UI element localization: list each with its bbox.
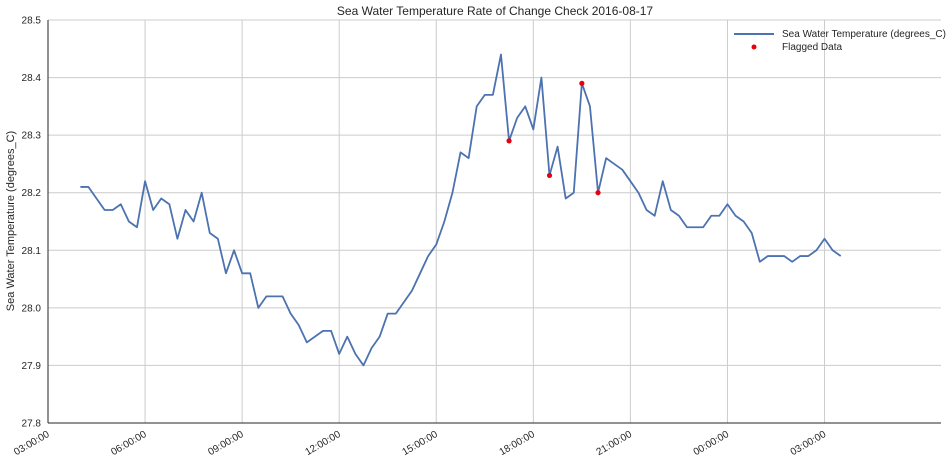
flagged-point xyxy=(546,172,553,179)
axes xyxy=(47,20,941,424)
y-tick-label: 27.9 xyxy=(22,361,42,372)
flagged-data-series xyxy=(506,80,601,196)
y-tick-label: 28.2 xyxy=(22,188,42,199)
y-tick-label: 28.5 xyxy=(22,16,42,27)
grid xyxy=(47,19,941,424)
flagged-point xyxy=(595,190,601,196)
legend-label-flagged: Flagged Data xyxy=(782,42,842,53)
x-tick-label: 06:00:00 xyxy=(109,429,149,458)
y-tick-label: 28.3 xyxy=(22,131,42,142)
flagged-point xyxy=(579,80,585,86)
legend: Sea Water Temperature (degrees_C) Flagge… xyxy=(734,29,946,53)
x-tick-label: 00:00:00 xyxy=(692,429,732,458)
x-tick-label: 21:00:00 xyxy=(595,429,635,458)
chart-title: Sea Water Temperature Rate of Change Che… xyxy=(337,4,654,18)
x-tick-label: 15:00:00 xyxy=(401,429,441,458)
flagged-point xyxy=(506,138,512,144)
y-tick-labels: 27.8 27.9 28.0 28.1 28.2 28.3 28.4 28.5 xyxy=(22,16,42,430)
x-tick-label: 12:00:00 xyxy=(303,429,343,458)
y-tick-label: 28.1 xyxy=(22,246,42,257)
temperature-line xyxy=(80,53,842,367)
x-tick-label: 18:00:00 xyxy=(498,429,538,458)
y-axis-label: Sea Water Temperature (degrees_C) xyxy=(5,131,17,311)
y-tick-label: 28.4 xyxy=(22,73,42,84)
y-tick-label: 27.8 xyxy=(22,419,42,430)
x-tick-label: 03:00:00 xyxy=(789,429,829,458)
temperature-series xyxy=(80,53,842,367)
y-tick-label: 28.0 xyxy=(22,303,42,314)
x-tick-label: 09:00:00 xyxy=(206,429,246,458)
x-tick-label: 03:00:00 xyxy=(12,429,52,458)
x-tick-labels: 03:00:00 06:00:00 09:00:00 12:00:00 15:00:00… xyxy=(12,429,828,458)
legend-label-temperature: Sea Water Temperature (degrees_C) xyxy=(782,29,946,40)
legend-dot-swatch xyxy=(751,44,757,50)
